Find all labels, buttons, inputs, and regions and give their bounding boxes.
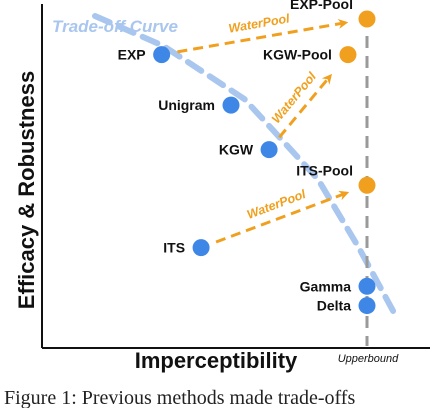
point-its bbox=[192, 239, 210, 257]
x-axis-label: Imperceptibility bbox=[135, 348, 298, 373]
arrow-label-exp: WaterPool bbox=[227, 11, 291, 35]
tradeoff-curve bbox=[92, 13, 398, 316]
point-exp-pool bbox=[358, 10, 376, 28]
y-axis-label: Efficacy & Robustness bbox=[14, 71, 39, 309]
point-exp bbox=[153, 46, 171, 64]
point-gamma bbox=[358, 277, 376, 295]
label-kgw-pool: KGW-Pool bbox=[263, 47, 332, 63]
point-unigram bbox=[222, 96, 240, 114]
arrow-kgw-to-kgw-pool bbox=[278, 73, 332, 139]
arrow-exp-to-exp-pool bbox=[177, 19, 349, 54]
point-labels: EXP Unigram KGW ITS Gamma Delta EXP-Pool KGW-Po… bbox=[118, 0, 353, 314]
label-unigram: Unigram bbox=[158, 97, 215, 113]
label-exp-pool: EXP-Pool bbox=[290, 0, 353, 12]
tradeoff-curve-label: Trade-off Curve bbox=[52, 17, 178, 36]
label-kgw: KGW bbox=[219, 142, 254, 158]
point-its-pool bbox=[358, 176, 376, 194]
data-points bbox=[153, 10, 376, 315]
arrow-its-to-its-pool bbox=[215, 190, 350, 244]
arrow-label-its: WaterPool bbox=[245, 187, 308, 222]
point-kgw bbox=[260, 141, 278, 159]
figure-caption: Figure 1: Previous methods made trade-of… bbox=[4, 387, 355, 408]
upperbound-label: Upperbound bbox=[338, 353, 399, 365]
label-gamma: Gamma bbox=[300, 278, 352, 294]
point-delta bbox=[358, 297, 376, 315]
label-delta: Delta bbox=[317, 298, 351, 314]
point-kgw-pool bbox=[339, 46, 357, 64]
label-its-pool: ITS-Pool bbox=[296, 162, 353, 178]
label-exp: EXP bbox=[118, 47, 146, 63]
label-its: ITS bbox=[163, 240, 185, 256]
